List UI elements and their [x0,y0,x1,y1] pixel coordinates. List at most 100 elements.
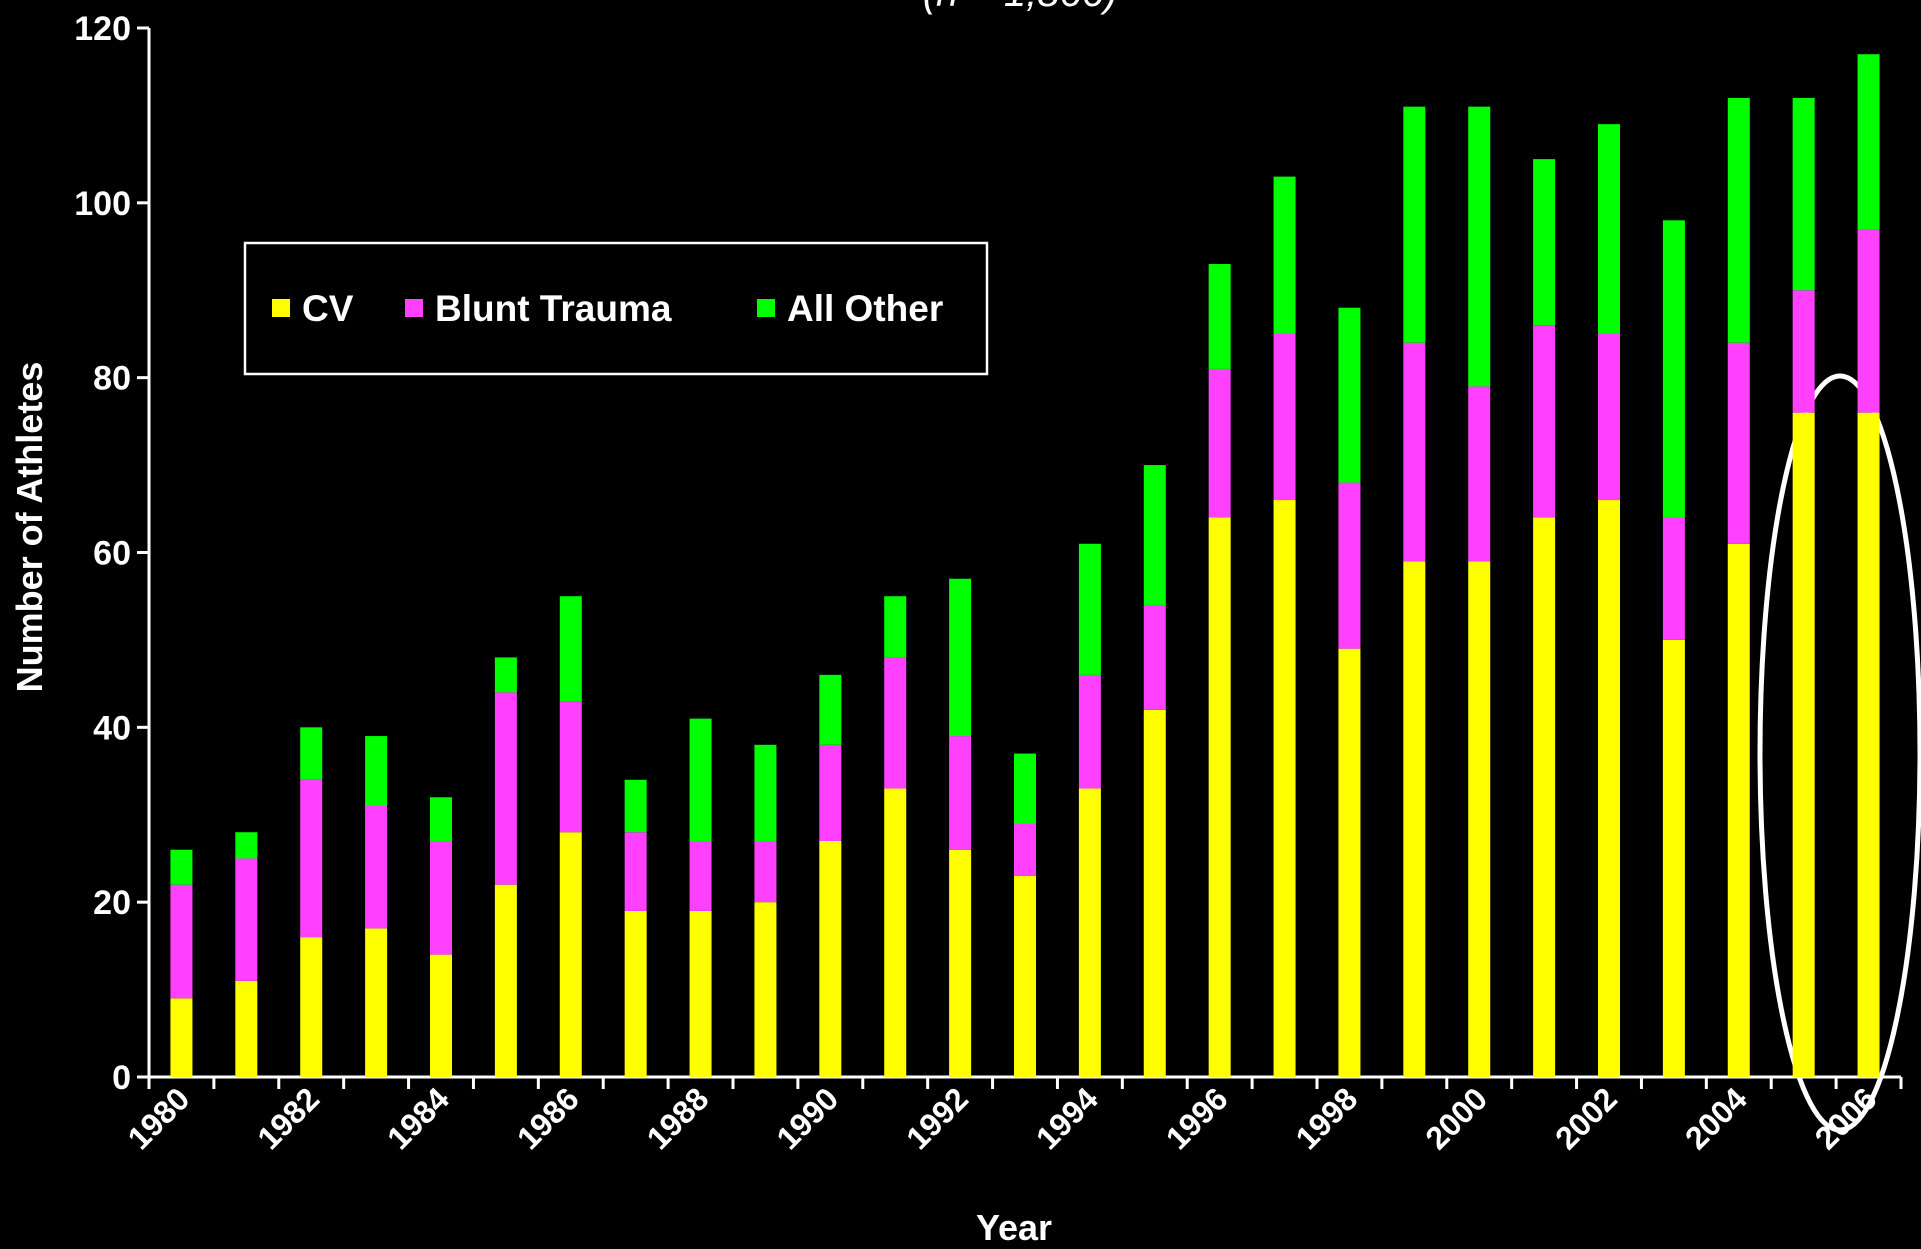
bar-segment [949,849,972,1077]
bar-segment [1338,648,1361,1077]
bar-segment [365,806,388,929]
bar-segment [884,596,907,658]
x-tick-label: 1990 [769,1080,845,1156]
bar-segment [1857,229,1880,413]
bar-segment [430,840,452,955]
bar-segment [1468,106,1491,387]
bar-segment [1403,561,1426,1077]
bar-segment [1792,290,1815,413]
bar-segment [1273,500,1296,1077]
bar-segment [1533,517,1556,1077]
bar-segment [689,910,712,1077]
bar-segment [235,980,258,1077]
bar-segment [559,832,582,1077]
bar-segment [1727,342,1750,544]
x-tick-label: 1986 [510,1080,586,1156]
y-tick-label: 80 [93,360,131,398]
bar-segment [819,840,842,1077]
bar-segment [1143,604,1166,710]
bar-segment [1273,176,1296,334]
bar-segment [1338,482,1361,649]
bar-segment [1662,517,1685,640]
bar-segment [300,937,323,1077]
bar-segment [1662,220,1685,518]
subtitle: (n = 1,866) [923,0,1118,15]
bar-segment [365,928,388,1077]
bar-segment [819,744,842,841]
bar-segment [235,858,258,981]
bar-segment [1014,753,1036,824]
bar-segment [1338,307,1361,483]
y-tick-label: 120 [74,10,131,48]
x-tick-label: 1982 [250,1080,326,1156]
bar-segment [1857,54,1880,230]
bar-segment [754,902,777,1077]
bar-segment [1598,124,1620,334]
bar-segment [170,998,193,1077]
bar-segment [949,736,972,850]
bar-segment [1727,543,1750,1077]
x-tick-label: 1998 [1289,1080,1365,1156]
legend-label: CV [302,288,354,329]
x-tick-label: 1988 [640,1080,716,1156]
x-tick-label: 1992 [899,1080,975,1156]
bar-segment [1014,875,1036,1077]
legend-swatch [757,299,775,317]
bar-segment [365,736,388,807]
bar-segment [624,779,647,833]
bar-segment [300,727,323,780]
bar-segment [559,596,582,702]
y-tick-label: 60 [93,535,131,573]
y-tick-label: 100 [74,185,131,223]
bar-segment [949,578,972,737]
y-tick-label: 40 [93,709,131,747]
bar-segment [1208,264,1231,369]
highlight-ellipse [1757,373,1921,1133]
bar-segment [1792,97,1815,291]
bar-segment [1078,543,1101,675]
bar-segment [1598,333,1620,501]
bar-segment [430,797,452,841]
bar-segment [430,954,452,1077]
x-tick-label: 1980 [121,1080,197,1156]
x-tick-label: 2000 [1418,1080,1494,1156]
bar-segment [1078,674,1101,789]
bar-segment [1014,823,1036,876]
bar-segment [819,674,842,745]
bar-segment [1273,333,1296,501]
bar-segment [559,701,582,833]
bar-segment [1468,386,1491,562]
bar-segment [754,840,777,903]
bar-segment [170,884,193,999]
x-tick-label: 2004 [1678,1080,1754,1156]
legend-swatch [405,299,423,317]
bar-segment [689,718,712,841]
y-axis-label: Number of Athletes [9,362,50,693]
bar-segment [1598,500,1620,1077]
bar-segment [624,910,647,1077]
legend-label: All Other [787,288,943,329]
x-tick-label: 2006 [1808,1080,1884,1156]
bar-segment [1208,368,1231,518]
bar-segment [1857,412,1880,1078]
bar-segment [1727,97,1750,343]
y-tick-label: 20 [93,884,131,922]
bar-segment [1792,412,1815,1078]
bar-segment [494,884,517,1077]
y-tick-label: 0 [112,1059,131,1097]
bar-segment [1143,709,1166,1077]
x-axis-label: Year [976,1207,1052,1248]
bar-segment [1533,159,1556,326]
x-tick-label: 1984 [380,1080,456,1156]
legend-label: Blunt Trauma [435,288,672,329]
x-tick-label: 1996 [1159,1080,1235,1156]
legend-swatch [272,299,290,317]
bar-segment [1208,517,1231,1077]
bar-segment [494,692,517,885]
bar-segment [170,849,193,885]
bar-segment [754,744,777,841]
bar-segment [884,788,907,1077]
bar-segment [1403,106,1426,343]
bar-segment [1533,325,1556,518]
